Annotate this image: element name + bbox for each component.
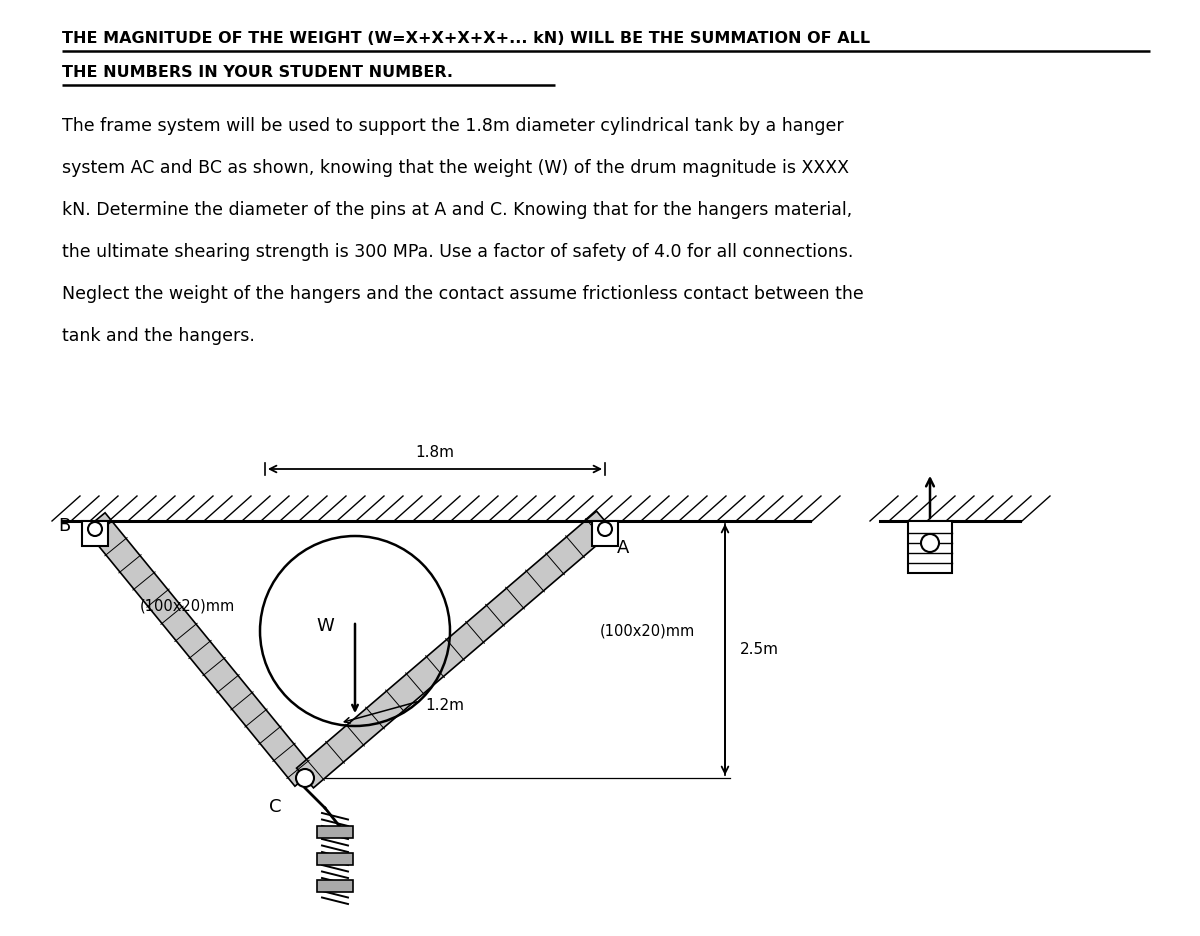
Text: (100x20)mm: (100x20)mm [600,623,695,638]
Bar [82,521,108,546]
Bar [317,853,353,865]
Text: C: C [269,798,281,816]
Circle shape [296,769,314,787]
Bar [317,880,353,892]
Text: (100x20)mm: (100x20)mm [140,598,235,613]
Text: A: A [617,539,629,557]
Text: W: W [316,617,334,635]
Bar [908,521,952,573]
Circle shape [922,534,940,552]
Text: THE NUMBERS IN YOUR STUDENT NUMBER.: THE NUMBERS IN YOUR STUDENT NUMBER. [62,65,454,80]
Circle shape [88,522,102,536]
Polygon shape [296,511,613,788]
Text: kN. Determine the diameter of the pins at A and C. Knowing that for the hangers : kN. Determine the diameter of the pins a… [62,201,852,219]
Text: 1.2m: 1.2m [425,698,464,713]
Text: tank and the hangers.: tank and the hangers. [62,327,254,345]
Bar [592,521,618,546]
Text: the ultimate shearing strength is 300 MPa. Use a factor of safety of 4.0 for all: the ultimate shearing strength is 300 MP… [62,243,853,261]
Text: 2.5m: 2.5m [740,642,779,657]
Text: system AC and BC as shown, knowing that the weight (W) of the drum magnitude is : system AC and BC as shown, knowing that … [62,159,850,177]
Text: The frame system will be used to support the 1.8m diameter cylindrical tank by a: The frame system will be used to support… [62,117,844,135]
Text: B: B [58,517,70,535]
Circle shape [598,522,612,536]
Bar [317,826,353,838]
Text: Neglect the weight of the hangers and the contact assume frictionless contact be: Neglect the weight of the hangers and th… [62,285,864,303]
Polygon shape [85,513,316,786]
Text: THE MAGNITUDE OF THE WEIGHT (W=X+X+X+X+... kN) WILL BE THE SUMMATION OF ALL: THE MAGNITUDE OF THE WEIGHT (W=X+X+X+X+.… [62,31,870,46]
Text: 1.8m: 1.8m [415,445,455,460]
